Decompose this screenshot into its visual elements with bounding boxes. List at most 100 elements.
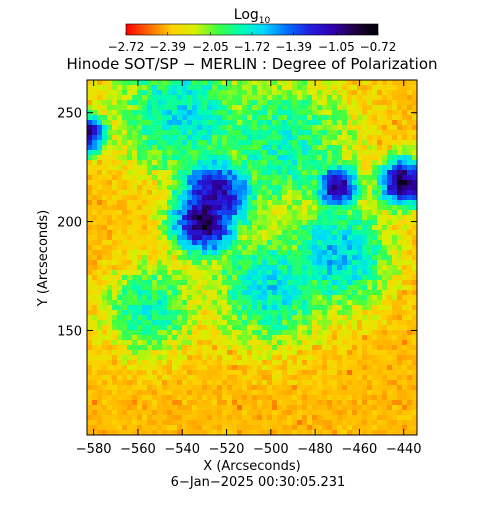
heatmap-cell: [177, 320, 182, 325]
heatmap-cell: [197, 215, 202, 220]
heatmap-cell: [137, 300, 142, 305]
heatmap-cell: [332, 315, 337, 320]
heatmap-cell: [127, 120, 132, 125]
heatmap-cell: [222, 335, 227, 340]
heatmap-cell: [297, 225, 302, 230]
heatmap-cell: [157, 250, 162, 255]
heatmap-cell: [127, 310, 132, 315]
heatmap-cell: [102, 395, 107, 400]
heatmap-cell: [272, 310, 277, 315]
heatmap-cell: [242, 110, 247, 115]
heatmap-cell: [127, 245, 132, 250]
heatmap-cell: [272, 255, 277, 260]
heatmap-cell: [367, 200, 372, 205]
heatmap-cell: [397, 280, 402, 285]
heatmap-cell: [192, 100, 197, 105]
heatmap-cell: [402, 130, 407, 135]
heatmap-cell: [392, 175, 397, 180]
heatmap-cell: [312, 310, 317, 315]
heatmap-cell: [112, 175, 117, 180]
heatmap-cell: [212, 310, 217, 315]
heatmap-cell: [382, 410, 387, 415]
heatmap-cell: [407, 135, 412, 140]
heatmap-cell: [217, 130, 222, 135]
heatmap-cell: [267, 105, 272, 110]
heatmap-cell: [407, 90, 412, 95]
heatmap-cell: [222, 420, 227, 425]
heatmap-cell: [187, 400, 192, 405]
heatmap-cell: [402, 400, 407, 405]
heatmap-cell: [287, 370, 292, 375]
heatmap-cell: [257, 185, 262, 190]
heatmap-cell: [322, 80, 327, 85]
heatmap-cell: [332, 185, 337, 190]
heatmap-cell: [127, 315, 132, 320]
heatmap-cell: [322, 195, 327, 200]
heatmap-cell: [377, 115, 382, 120]
heatmap-cell: [92, 115, 97, 120]
heatmap-cell: [347, 295, 352, 300]
heatmap-cell: [302, 185, 307, 190]
heatmap-cell: [287, 360, 292, 365]
heatmap-cell: [197, 240, 202, 245]
heatmap-cell: [157, 100, 162, 105]
heatmap-cell: [297, 280, 302, 285]
heatmap-cell: [287, 265, 292, 270]
heatmap-cell: [407, 265, 412, 270]
heatmap-cell: [192, 305, 197, 310]
heatmap-cell: [137, 190, 142, 195]
heatmap-cell: [292, 210, 297, 215]
heatmap-cell: [162, 335, 167, 340]
heatmap-cell: [252, 310, 257, 315]
heatmap-cell: [112, 415, 117, 420]
heatmap-cell: [232, 200, 237, 205]
heatmap-cell: [397, 205, 402, 210]
heatmap-cell: [87, 395, 92, 400]
heatmap-cell: [312, 260, 317, 265]
heatmap-cell: [97, 80, 102, 85]
heatmap-cell: [367, 290, 372, 295]
heatmap-cell: [367, 350, 372, 355]
heatmap-cell: [97, 105, 102, 110]
heatmap-cell: [337, 205, 342, 210]
heatmap-cell: [132, 100, 137, 105]
heatmap-cell: [137, 330, 142, 335]
heatmap-cell: [132, 165, 137, 170]
heatmap-cell: [267, 405, 272, 410]
heatmap-cell: [277, 395, 282, 400]
heatmap-cell: [177, 185, 182, 190]
heatmap-cell: [237, 105, 242, 110]
heatmap-cell: [267, 385, 272, 390]
heatmap-cell: [402, 365, 407, 370]
heatmap-cell: [212, 260, 217, 265]
heatmap-cell: [232, 115, 237, 120]
heatmap-cell: [367, 295, 372, 300]
heatmap-cell: [247, 355, 252, 360]
heatmap-cell: [277, 300, 282, 305]
heatmap-cell: [147, 380, 152, 385]
heatmap-cell: [302, 395, 307, 400]
heatmap-cell: [302, 200, 307, 205]
heatmap-cell: [102, 420, 107, 425]
heatmap-cell: [277, 155, 282, 160]
heatmap-cell: [272, 250, 277, 255]
heatmap-cell: [302, 95, 307, 100]
heatmap-cell: [137, 215, 142, 220]
heatmap-cell: [407, 180, 412, 185]
heatmap-cell: [237, 225, 242, 230]
heatmap-cell: [322, 150, 327, 155]
heatmap-cell: [162, 250, 167, 255]
heatmap-cell: [327, 315, 332, 320]
heatmap-cell: [97, 190, 102, 195]
heatmap-cell: [137, 310, 142, 315]
heatmap-cell: [87, 160, 92, 165]
heatmap-cell: [372, 85, 377, 90]
heatmap-cell: [292, 270, 297, 275]
heatmap-cell: [257, 270, 262, 275]
heatmap-cell: [302, 410, 307, 415]
heatmap-cell: [197, 135, 202, 140]
heatmap-cell: [352, 375, 357, 380]
heatmap-cell: [307, 370, 312, 375]
heatmap-cell: [317, 125, 322, 130]
heatmap-cell: [382, 215, 387, 220]
